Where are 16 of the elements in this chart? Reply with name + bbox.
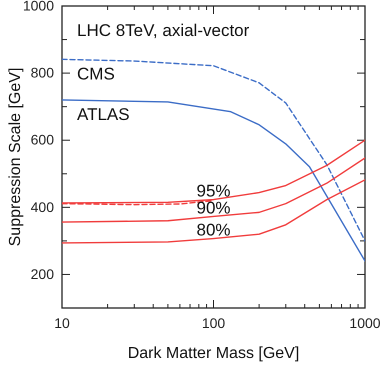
x-tick-label: 100 (202, 314, 226, 331)
series-label: 80% (196, 220, 231, 240)
x-tick-label: 1000 (349, 314, 381, 331)
y-axis-title: Suppression Scale [GeV] (7, 68, 24, 246)
y-tick-label: 1000 (22, 0, 54, 14)
series-label: 95% (196, 182, 231, 201)
x-tick-label: 10 (54, 314, 70, 331)
y-tick-label: 400 (30, 198, 54, 215)
text: LHC 8TeV, axial-vector (77, 21, 250, 40)
y-tick-label: 800 (30, 64, 54, 81)
series-label: CMS (77, 64, 115, 84)
series-label: ATLAS (77, 104, 130, 124)
series-label: 90% (196, 198, 231, 218)
y-tick-label: 600 (30, 132, 54, 148)
x-axis-title: Dark Matter Mass [GeV] (128, 345, 300, 362)
y-tick-label: 200 (30, 266, 54, 282)
